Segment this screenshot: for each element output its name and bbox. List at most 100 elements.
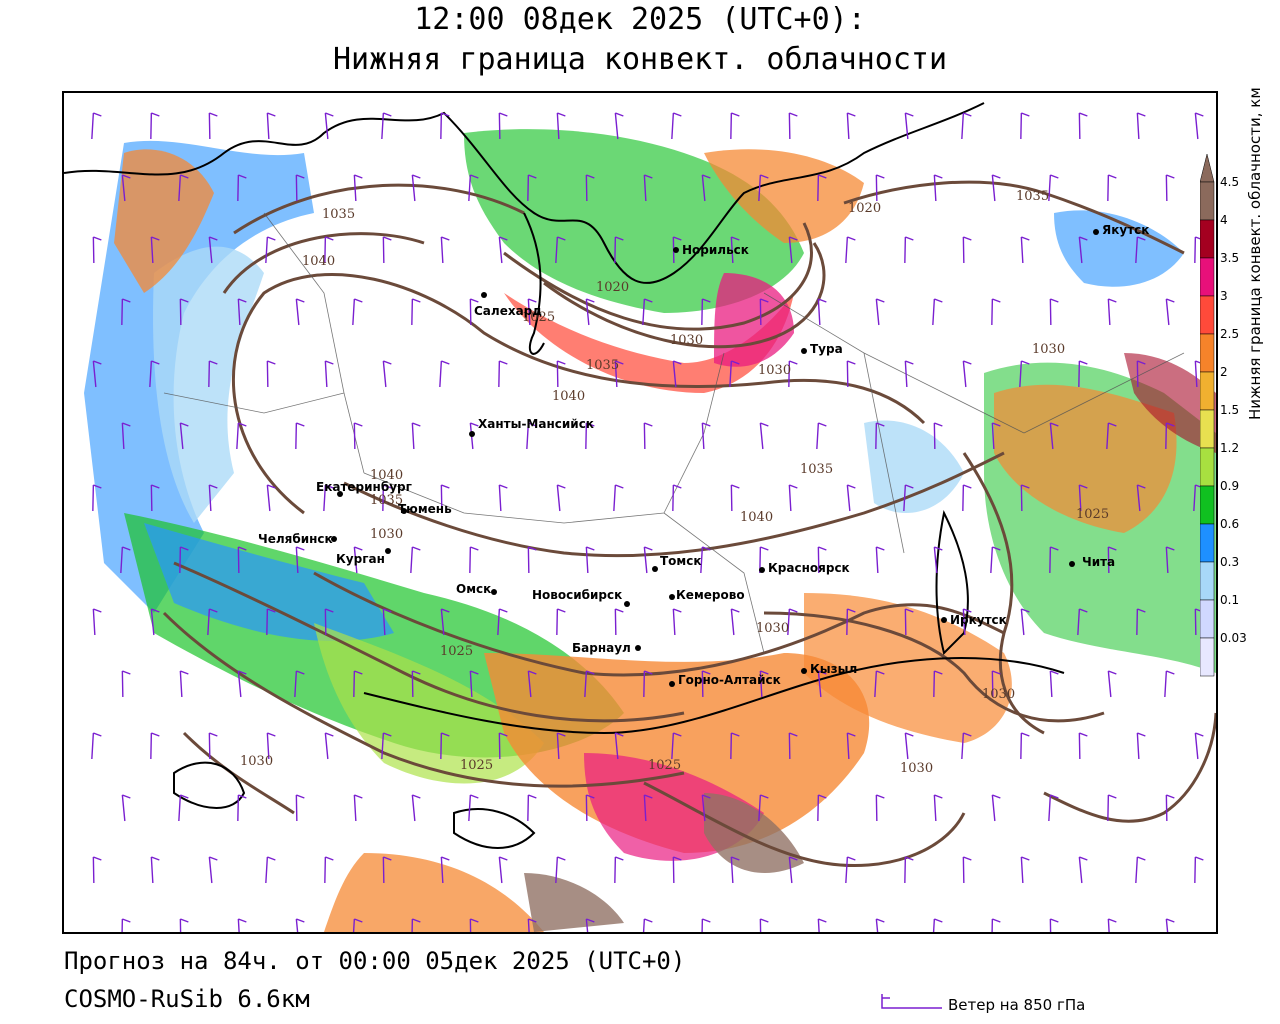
wind-barb — [381, 732, 392, 760]
wind-barb — [846, 484, 856, 512]
map-subtitle: Нижняя граница конвект. облачности — [332, 42, 948, 77]
city-layer: Салехард Норильск Тура Якутск Ханты-Мансийск… — [258, 223, 1149, 687]
wind-barb — [207, 608, 218, 636]
isobar-label: 1030 — [370, 527, 403, 542]
wind-barb — [121, 298, 131, 326]
wind-barb — [904, 112, 914, 140]
wind-barb — [178, 794, 189, 822]
wind-barb — [875, 546, 885, 574]
city-label: Чита — [1082, 555, 1115, 569]
wind-barb — [382, 856, 392, 884]
wind-barb — [266, 608, 276, 636]
wind-barb — [932, 298, 943, 326]
wind-barb — [121, 670, 131, 698]
wind-barb — [846, 112, 856, 140]
wind-barb — [150, 608, 160, 636]
city-marker — [673, 247, 679, 253]
city-marker — [941, 617, 947, 623]
wind-barb — [614, 732, 624, 760]
wind-barb — [643, 174, 653, 202]
cloud-region-red-northwest — [114, 149, 214, 293]
baikal-lake — [935, 509, 969, 655]
wind-barb — [208, 856, 218, 884]
isobar-label: 1035 — [1016, 189, 1049, 204]
isobar-line — [843, 180, 1185, 255]
wind-barb — [1020, 856, 1030, 884]
wind-barb — [237, 670, 247, 698]
wind-barb — [121, 422, 131, 450]
cloud-region-lightgreen-south — [314, 623, 544, 784]
wind-barb — [1020, 484, 1030, 512]
wind-barb — [991, 422, 1001, 450]
wind-barb — [1165, 546, 1175, 574]
colorbar-tick-label: 3 — [1220, 289, 1228, 303]
wind-barb — [701, 918, 711, 932]
city-label: Курган — [336, 552, 385, 566]
isobar-label: 1040 — [370, 468, 403, 483]
wind-barb — [468, 794, 479, 822]
wind-barb — [701, 422, 711, 450]
colorbar-swatch — [1200, 561, 1215, 601]
wind-barb — [962, 484, 972, 512]
colorbar-swatch — [1200, 599, 1215, 639]
wind-barb — [555, 856, 566, 884]
wind-barb — [729, 360, 740, 388]
isobar-label: 1020 — [596, 280, 629, 295]
isobar-label: 1030 — [1032, 342, 1065, 357]
colorbar: 4.5 4 3.5 3 2.5 2 1.5 1.2 0.9 0.6 0.3 0.1 0.03 — [1200, 153, 1247, 677]
wind-barb — [990, 546, 1001, 574]
cloud-region-brown-southwest — [524, 873, 624, 932]
wind-barb — [1078, 732, 1088, 760]
isobar-label: 1030 — [756, 621, 789, 636]
wind-barb — [526, 422, 537, 450]
wind-barb — [411, 670, 421, 698]
colorbar-tick-label: 2.5 — [1220, 327, 1239, 341]
wind-barb — [208, 360, 218, 388]
wind-barb — [614, 856, 624, 884]
wind-barb — [556, 608, 566, 636]
wind-barb — [382, 236, 392, 264]
isobar-line — [763, 611, 1105, 723]
wind-barb — [846, 608, 856, 636]
wind-legend-label: Ветер на 850 гПа — [948, 996, 1086, 1014]
wind-barb — [411, 422, 421, 450]
city-marker — [669, 594, 675, 600]
colorbar-tick-label: 2 — [1220, 365, 1228, 379]
wind-barb — [266, 484, 276, 512]
wind-barb — [933, 546, 943, 574]
wind-barb — [1077, 608, 1088, 636]
wind-barb — [700, 546, 711, 574]
wind-barb — [1106, 422, 1117, 450]
wind-barb — [121, 918, 131, 932]
wind-barb — [266, 112, 276, 140]
colorbar-tick-label: 0.3 — [1220, 555, 1239, 569]
city-label: Горно-Алтайск — [678, 673, 781, 687]
city-marker — [759, 567, 765, 573]
colorbar-tick-label: 0.03 — [1220, 631, 1247, 645]
wind-barb — [498, 732, 508, 760]
wind-barb — [1078, 112, 1088, 140]
city-marker — [401, 508, 407, 514]
colorbar-swatch — [1200, 333, 1215, 373]
isobar-line — [233, 183, 525, 235]
isobar-label: 1025 — [1076, 507, 1109, 522]
wind-barb — [788, 484, 798, 512]
wind-barb — [1049, 546, 1059, 574]
wind-barb — [527, 546, 537, 574]
city-label: Тюмень — [398, 502, 452, 516]
wind-barb — [527, 670, 537, 698]
wind-barb — [556, 484, 566, 512]
city-label: Салехард — [474, 304, 542, 318]
wind-barb — [1078, 484, 1088, 512]
wind-barb — [208, 236, 218, 264]
wind-barb — [498, 236, 508, 264]
city-marker — [481, 292, 487, 298]
isobar-line — [222, 232, 425, 294]
wind-barb — [1165, 174, 1175, 202]
border-layer — [64, 102, 1065, 849]
city-label: Екатеринбург — [316, 480, 412, 494]
isobar-label: 1040 — [302, 254, 335, 269]
isobar-line — [313, 571, 1005, 677]
isobar-label: 1025 — [522, 310, 555, 325]
wind-barb — [730, 608, 740, 636]
